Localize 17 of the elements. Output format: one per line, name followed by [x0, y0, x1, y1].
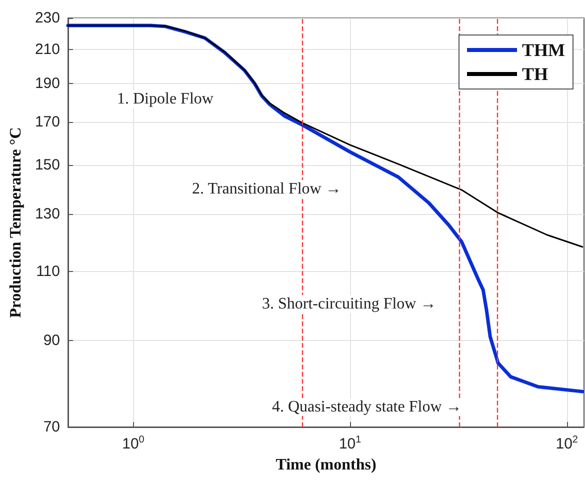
y-tick-label: 190: [34, 75, 60, 92]
y-tick-label: 70: [43, 418, 60, 436]
y-tick-label: 230: [34, 10, 60, 26]
annotation: 1. Dipole Flow: [117, 90, 214, 108]
y-tick-label: 170: [34, 113, 60, 130]
annotation: 4. Quasi-steady state Flow →: [272, 398, 462, 416]
y-tick-label: 210: [34, 40, 60, 58]
y-tick-label: 150: [34, 156, 60, 174]
annotation: 2. Transitional Flow →: [192, 180, 342, 198]
annotation: 3. Short-circuiting Flow →: [262, 296, 436, 312]
legend-label: THM: [522, 40, 566, 60]
x-axis-title: Time (months): [276, 456, 376, 474]
legend-label: TH: [522, 64, 548, 84]
y-tick-label: 130: [34, 206, 60, 223]
y-tick-label: 110: [36, 263, 60, 280]
y-tick-label: 90: [43, 332, 60, 350]
y-axis-title: Production Temperature °C: [8, 127, 25, 318]
